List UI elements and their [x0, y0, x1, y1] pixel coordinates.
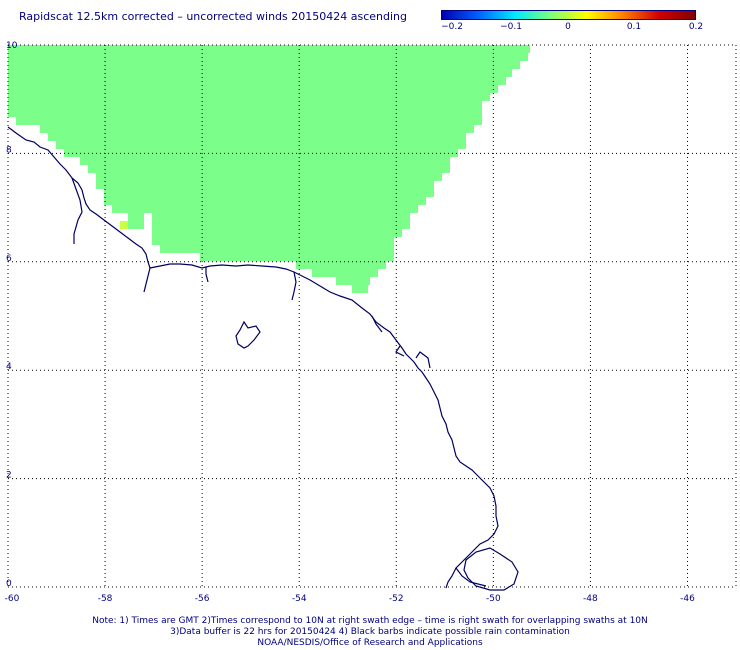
swath-row [80, 157, 450, 165]
swath-row [160, 245, 394, 253]
swath-cell [120, 221, 128, 229]
lon-tick-label: -46 [680, 594, 695, 604]
map-title: Rapidscat 12.5km corrected – uncorrected… [19, 10, 408, 23]
swath-row [8, 45, 530, 53]
swath-row [96, 173, 442, 181]
swath-row [200, 253, 394, 261]
colorbar-tick-label: −0.2 [441, 22, 463, 32]
note-line-3: NOAA/NESDIS/Office of Research and Appli… [257, 638, 483, 648]
swath-row [8, 109, 482, 117]
swath-row [8, 93, 490, 101]
wind-swath [8, 45, 530, 293]
lon-tick-label: -54 [292, 594, 307, 604]
swath-row [48, 133, 466, 141]
swath-gap [160, 253, 192, 261]
swath-gap [144, 213, 152, 229]
colorbar-tick-label: 0.1 [626, 22, 642, 32]
swath-row [112, 205, 418, 213]
swath-row [128, 221, 410, 229]
lat-lon-grid [7, 44, 737, 588]
swath-row [88, 165, 450, 173]
coastline-river [395, 345, 405, 357]
note-line-2: 3)Data buffer is 22 hrs for 20150424 4) … [170, 627, 570, 637]
lat-tick-label: 0 [6, 579, 12, 589]
coastline-river [371, 315, 383, 333]
swath-row [352, 285, 368, 293]
coastline-river [205, 267, 209, 283]
swath-cell [136, 213, 144, 221]
lon-tick-label: -50 [486, 594, 501, 604]
swath-row [8, 101, 482, 109]
coastline-river [143, 267, 151, 293]
lat-tick-label: 6 [6, 254, 12, 264]
colorbar [441, 10, 696, 20]
lat-tick-label: 4 [6, 362, 12, 372]
coastline-delta [455, 567, 487, 587]
swath-row [336, 277, 370, 285]
swath-row [296, 261, 386, 269]
lat-tick-label: 2 [6, 471, 12, 481]
swath-row [128, 213, 410, 221]
swath-row [152, 237, 394, 245]
swath-row [96, 181, 434, 189]
lon-tick-label: -60 [5, 594, 20, 604]
swath-row [8, 85, 498, 93]
swath-row [8, 61, 520, 69]
colorbar-tick-label: 0 [565, 22, 571, 32]
swath-row [40, 125, 474, 133]
colorbar-tick-label: −0.1 [500, 22, 522, 32]
lat-tick-label: 10 [6, 41, 18, 51]
coastline-inlet [71, 177, 83, 244]
axis-labels: -60 -58 -56 -54 -52 -50 -48 -46 0 2 4 6 8 10 [5, 41, 695, 604]
lon-tick-label: -56 [195, 594, 210, 604]
coastline-river [291, 271, 297, 301]
swath-row [312, 269, 378, 277]
coastline-main [7, 126, 499, 589]
swath-row [104, 189, 434, 197]
swath-row [56, 141, 466, 149]
lon-tick-label: -58 [98, 594, 113, 604]
lat-tick-label: 8 [6, 145, 12, 155]
note-line-1: Note: 1) Times are GMT 2)Times correspon… [92, 616, 648, 626]
swath-row [8, 69, 512, 77]
lon-tick-label: -52 [389, 594, 404, 604]
swath-row [16, 117, 482, 125]
lon-tick-label: -48 [583, 594, 598, 604]
coastline-river [415, 351, 431, 369]
swath-row [8, 77, 506, 85]
swath-row [104, 197, 426, 205]
swath-row [8, 53, 528, 61]
marajo-island [463, 547, 519, 591]
swath-row [152, 229, 402, 237]
coastline [7, 126, 519, 591]
reservoir-lake [235, 320, 261, 349]
colorbar-tick-label: 0.2 [688, 22, 704, 32]
